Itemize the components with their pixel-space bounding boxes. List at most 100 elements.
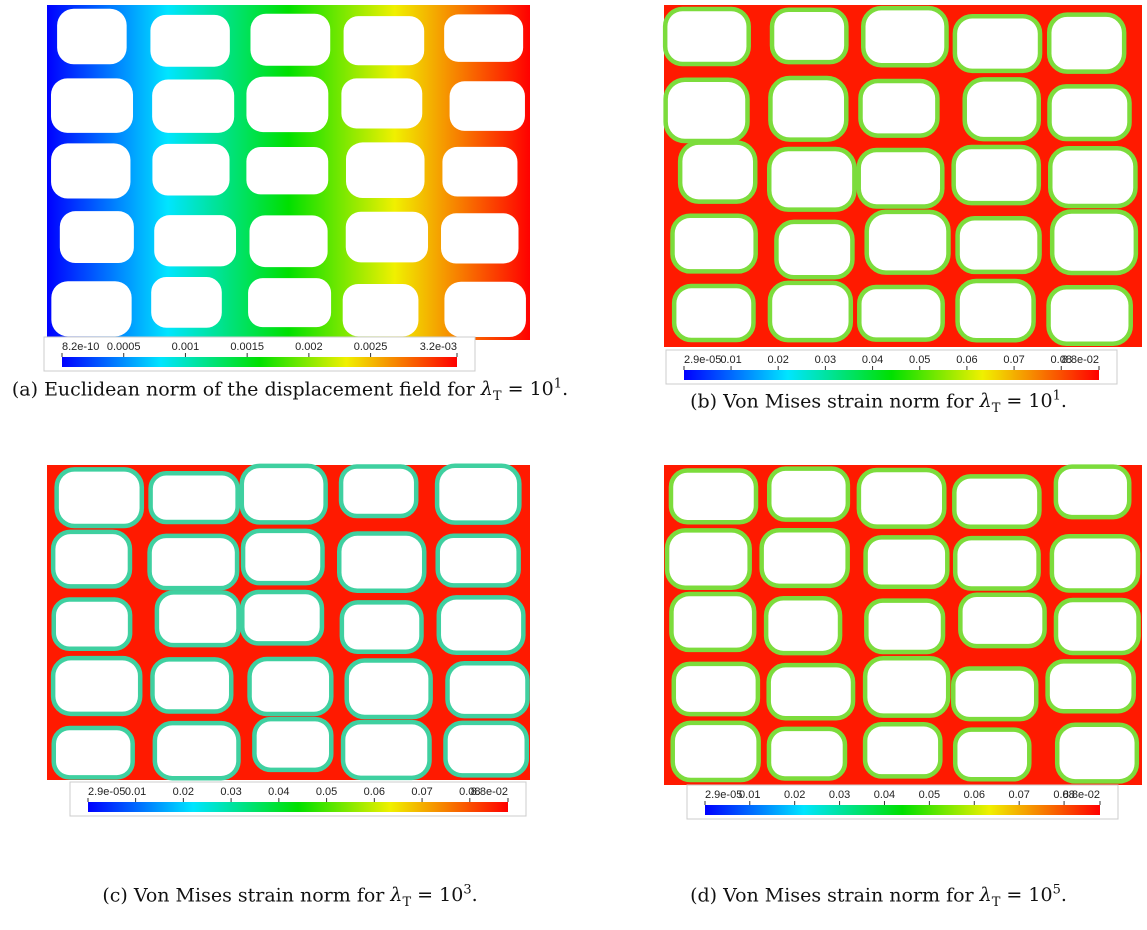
mesh-hole bbox=[676, 666, 756, 712]
mesh-hole bbox=[1059, 727, 1135, 780]
mesh-hole bbox=[57, 8, 127, 65]
mesh-hole bbox=[152, 143, 230, 196]
caption-var: λ bbox=[979, 884, 992, 907]
mesh-hole bbox=[55, 660, 138, 712]
colorbar-tick-label: 0.03 bbox=[815, 354, 836, 366]
mesh-hole bbox=[343, 468, 414, 514]
mesh-hole bbox=[439, 538, 517, 584]
mesh-hole bbox=[343, 16, 425, 66]
caption-var: λ bbox=[390, 884, 403, 907]
mesh-hole bbox=[154, 661, 229, 710]
mesh-hole bbox=[1058, 468, 1127, 515]
mesh-hole bbox=[249, 215, 328, 268]
caption-math: λT = 103. bbox=[390, 883, 478, 910]
caption-math: λT = 101. bbox=[980, 389, 1067, 416]
caption-eq: = 10 bbox=[501, 378, 554, 401]
mesh-hole bbox=[955, 149, 1037, 201]
colorbar-tick-label: 0.06 bbox=[964, 789, 985, 801]
mesh-hole bbox=[955, 670, 1034, 717]
mesh-hole bbox=[154, 215, 237, 267]
caption-sup: 3 bbox=[463, 883, 472, 898]
mesh-hole bbox=[1058, 602, 1137, 651]
mesh-hole bbox=[248, 278, 332, 328]
mesh-hole bbox=[55, 601, 128, 647]
mesh-hole bbox=[860, 152, 941, 205]
colorbar-tick-label: 2.9e-05 bbox=[684, 354, 721, 366]
caption-end: . bbox=[1060, 884, 1067, 907]
mesh-hole bbox=[861, 472, 942, 525]
mesh-hole bbox=[867, 660, 946, 714]
colorbar-tick-label: 0.01 bbox=[739, 789, 760, 801]
mesh-hole bbox=[669, 532, 748, 586]
caption-sup: 1 bbox=[553, 377, 563, 392]
mesh-hole bbox=[1054, 538, 1136, 589]
colorbar-tick-label: 0.06 bbox=[956, 354, 977, 366]
mesh-hole bbox=[151, 277, 222, 328]
caption-text: (d) Von Mises strain norm for bbox=[690, 884, 980, 907]
caption-eq: = 10 bbox=[1000, 884, 1053, 907]
mesh-hole bbox=[770, 667, 851, 716]
mesh-hole bbox=[673, 596, 752, 648]
mesh-hole bbox=[345, 142, 425, 198]
mesh-hole bbox=[1051, 88, 1128, 137]
caption-sup: 5 bbox=[1052, 883, 1061, 898]
mesh-hole bbox=[251, 661, 330, 712]
mesh-hole bbox=[449, 665, 526, 714]
mesh-hole bbox=[56, 730, 131, 776]
colorbar-tick-label: 0.05 bbox=[909, 354, 930, 366]
caption-sub: T bbox=[492, 389, 502, 405]
colorbar-tick-label: 0.0005 bbox=[107, 341, 141, 353]
mesh-hole bbox=[441, 599, 522, 651]
caption: (a) Euclidean norm of the displacement f… bbox=[10, 372, 570, 410]
colorbar-tick-label: 0.05 bbox=[316, 786, 337, 798]
mesh-hole bbox=[962, 596, 1043, 644]
colorbar-tick-label: 0.001 bbox=[172, 341, 200, 353]
mesh-hole bbox=[51, 143, 131, 199]
mesh-hole bbox=[444, 14, 524, 62]
mesh-hole bbox=[245, 533, 321, 581]
caption-eq: = 10 bbox=[1000, 390, 1053, 413]
mesh-hole bbox=[957, 540, 1037, 587]
mesh-hole bbox=[959, 220, 1038, 270]
mesh-hole bbox=[447, 725, 525, 774]
caption-sub: T bbox=[402, 895, 412, 911]
colorbar-tick-label: 0.03 bbox=[829, 789, 850, 801]
mesh-hole bbox=[256, 721, 330, 768]
mesh-hole bbox=[868, 602, 941, 650]
mesh-hole bbox=[150, 14, 230, 67]
mesh-hole bbox=[676, 288, 752, 338]
mesh-hole bbox=[250, 13, 331, 66]
caption-text: (c) Von Mises strain norm for bbox=[102, 884, 391, 907]
colorbar-tick-label: 8.8e-02 bbox=[1063, 789, 1100, 801]
mesh-hole bbox=[159, 594, 237, 643]
caption-sub: T bbox=[991, 401, 1001, 417]
colorbar bbox=[62, 357, 457, 367]
mesh-hole bbox=[768, 600, 838, 651]
caption-end: . bbox=[471, 884, 478, 907]
mesh-hole bbox=[157, 725, 237, 776]
colorbar-tick-label: 0.0015 bbox=[230, 341, 264, 353]
caption-math: λT = 101. bbox=[481, 377, 568, 404]
colorbar bbox=[705, 805, 1100, 815]
mesh-hole bbox=[966, 81, 1037, 137]
mesh-hole bbox=[774, 11, 845, 60]
colorbar-tick-label: 0.08 bbox=[459, 786, 480, 798]
mesh-hole bbox=[58, 471, 140, 524]
mesh-hole bbox=[345, 724, 428, 776]
mesh-hole bbox=[771, 470, 846, 518]
mesh-hole bbox=[59, 211, 134, 264]
mesh-hole bbox=[55, 534, 128, 585]
mesh-hole bbox=[772, 285, 849, 338]
mesh-hole bbox=[682, 144, 753, 200]
caption: (c) Von Mises strain norm for λT = 103. bbox=[10, 878, 570, 916]
mesh-hole bbox=[50, 78, 134, 133]
caption-sup: 1 bbox=[1052, 389, 1061, 404]
mesh-hole bbox=[867, 726, 939, 775]
mesh-hole bbox=[439, 467, 518, 521]
mesh-hole bbox=[771, 151, 853, 208]
mesh-hole bbox=[449, 81, 525, 131]
colorbar-tick-label: 3.2e-03 bbox=[420, 341, 457, 353]
colorbar-tick-label: 2.9e-05 bbox=[705, 789, 742, 801]
mesh-hole bbox=[51, 281, 132, 337]
